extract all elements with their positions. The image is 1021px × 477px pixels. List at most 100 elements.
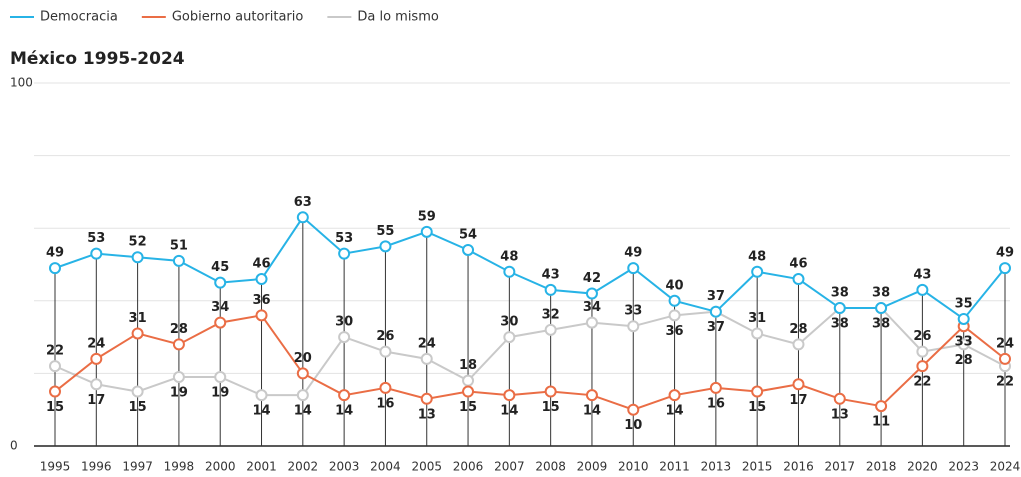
x-tick-label: 2018 (866, 460, 897, 474)
data-label: 24 (996, 336, 1014, 351)
point (49, 262, 61, 275)
point (338, 331, 351, 344)
data-label: 48 (748, 249, 766, 264)
x-tick-label: 2013 (701, 460, 732, 474)
data-label: 35 (955, 296, 973, 311)
data-label: 49 (996, 246, 1014, 261)
data-label: 52 (129, 235, 147, 250)
data-label: 20 (294, 351, 312, 366)
data-label: 43 (913, 267, 931, 282)
point (214, 276, 227, 289)
legend-label: Democracia (40, 10, 118, 25)
data-label: 49 (46, 246, 64, 261)
data-label: 14 (666, 404, 684, 419)
point (999, 262, 1011, 275)
point (999, 352, 1011, 365)
point (833, 302, 846, 315)
x-tick-label: 2005 (411, 460, 442, 474)
point (668, 294, 681, 307)
data-label: 10 (624, 418, 642, 433)
data-label: 13 (418, 407, 436, 422)
point (338, 247, 351, 260)
x-tick-label: 2017 (825, 460, 856, 474)
data-label: 22 (996, 375, 1014, 390)
point (503, 389, 516, 402)
point (585, 316, 598, 329)
x-tick-label: 2008 (535, 460, 566, 474)
data-label: 14 (335, 404, 353, 419)
data-label: 63 (294, 195, 312, 210)
point (957, 312, 970, 325)
point (296, 389, 309, 402)
data-label: 14 (583, 404, 601, 419)
point (296, 367, 309, 380)
point (420, 225, 433, 238)
data-label: 37 (707, 320, 725, 335)
data-label: 14 (294, 404, 312, 419)
point (957, 338, 970, 351)
x-tick-label: 2002 (288, 460, 319, 474)
data-label: 14 (500, 404, 518, 419)
point (792, 378, 805, 391)
data-label: 45 (211, 260, 229, 275)
chart-title: México 1995-2024 (10, 49, 185, 69)
point (916, 283, 929, 296)
data-label: 14 (252, 404, 270, 419)
point (255, 389, 268, 402)
data-label: 33 (955, 335, 973, 350)
data-label: 16 (707, 396, 725, 411)
point (172, 338, 185, 351)
data-label: 36 (252, 293, 270, 308)
data-label: 16 (376, 396, 394, 411)
y-tick-label: 0 (10, 439, 18, 453)
point (751, 327, 764, 340)
point (709, 305, 722, 318)
data-label: 26 (913, 329, 931, 344)
data-label: 11 (872, 415, 890, 430)
point (503, 331, 516, 344)
x-tick-label: 1998 (164, 460, 195, 474)
point (90, 352, 103, 365)
point (751, 265, 764, 278)
point (379, 240, 392, 253)
point (214, 371, 227, 384)
series-line (54, 215, 1006, 321)
x-tick-label: 2007 (494, 460, 525, 474)
data-label: 53 (335, 231, 353, 246)
series-line (54, 314, 1006, 411)
point (462, 385, 475, 398)
point (751, 385, 764, 398)
point (585, 389, 598, 402)
x-tick-label: 2024 (990, 460, 1021, 474)
data-label: 26 (376, 329, 394, 344)
data-label: 15 (459, 400, 477, 415)
data-label: 43 (542, 267, 560, 282)
data-label: 22 (46, 344, 64, 359)
point (709, 381, 722, 394)
point (90, 247, 103, 260)
data-label: 38 (831, 317, 849, 332)
data-label: 19 (170, 386, 188, 401)
data-label: 38 (872, 286, 890, 301)
point (792, 273, 805, 286)
x-tick-label: 2020 (907, 460, 938, 474)
data-label: 33 (624, 304, 642, 319)
data-label: 51 (170, 238, 188, 253)
point (379, 345, 392, 358)
x-tick-label: 2006 (453, 460, 484, 474)
point (833, 392, 846, 405)
point (296, 211, 309, 224)
data-label: 55 (376, 224, 394, 239)
point (90, 378, 103, 391)
data-label: 30 (335, 315, 353, 330)
point (627, 262, 640, 275)
x-tick-label: 1997 (122, 460, 153, 474)
point (49, 385, 61, 398)
data-label: 15 (129, 400, 147, 415)
point (131, 327, 144, 340)
point (462, 243, 475, 256)
data-label: 53 (87, 231, 105, 246)
x-tick-label: 2001 (246, 460, 277, 474)
data-label: 54 (459, 227, 477, 242)
x-tick-label: 1995 (40, 460, 71, 474)
